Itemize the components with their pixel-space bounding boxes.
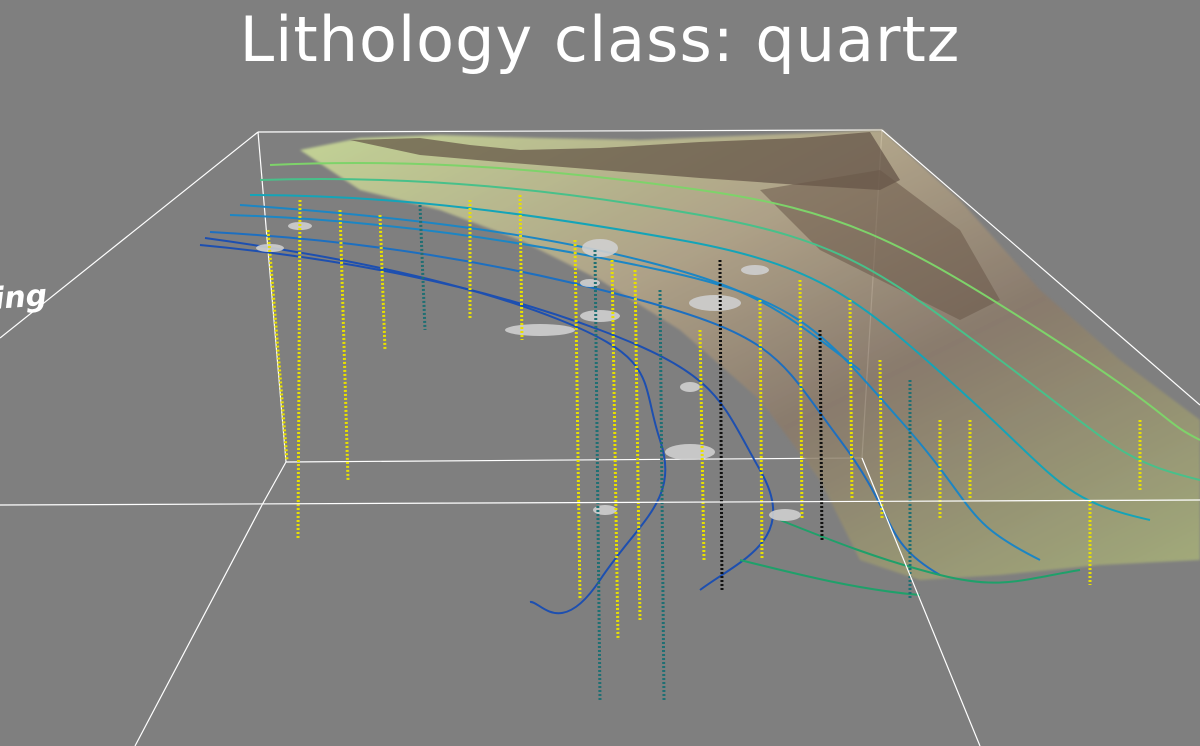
axis-label: ing: [0, 278, 49, 317]
boreholes: [266, 194, 1142, 701]
lithology-lenses: [256, 222, 801, 521]
terrain-surface: [300, 130, 1200, 580]
scene-title: Lithology class: quartz: [239, 3, 961, 76]
contour-lines: [199, 161, 1200, 615]
bounding-box-front: [0, 129, 1200, 746]
